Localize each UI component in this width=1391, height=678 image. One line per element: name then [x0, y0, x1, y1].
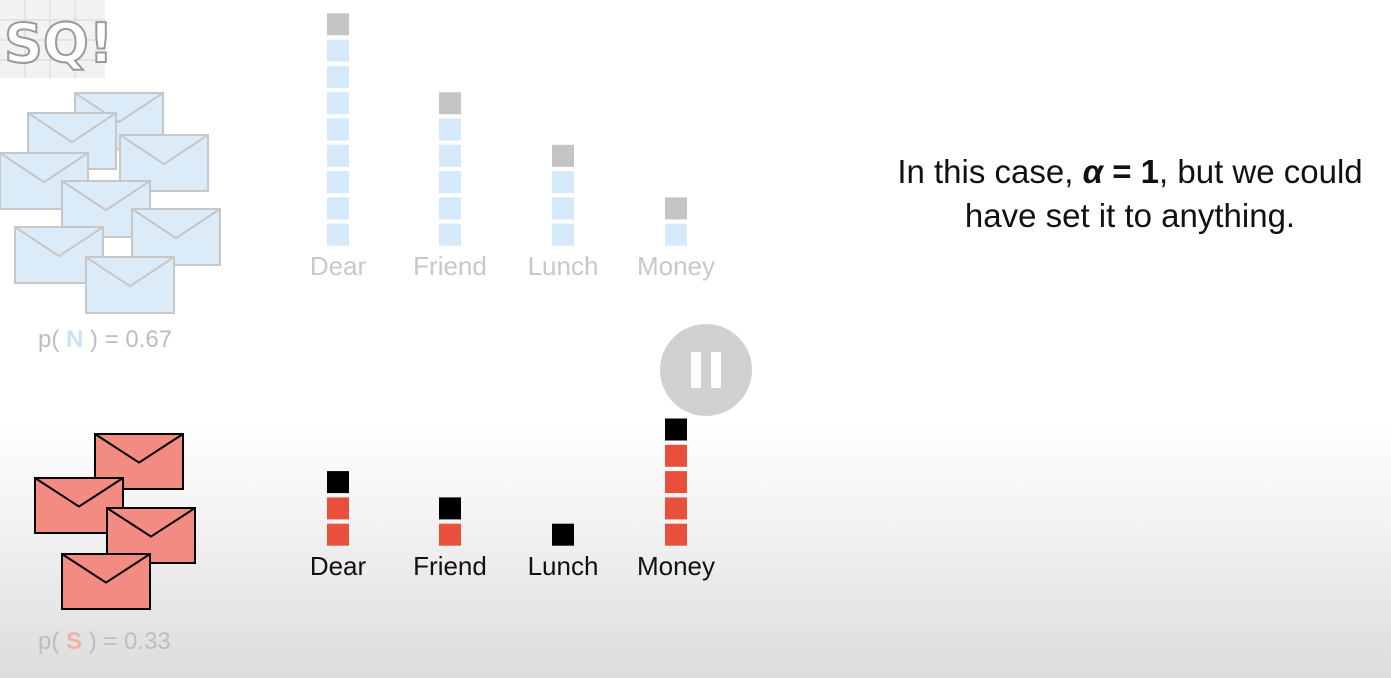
- prior-spam-class: S: [66, 628, 83, 655]
- prior-spam-prefix: p(: [38, 628, 60, 655]
- caption-part3: , but we could have set it to anything.: [964, 153, 1363, 234]
- normal-messages-pile: [0, 92, 221, 314]
- normal-dear-count-box: [327, 197, 349, 220]
- spam-dear-pseudocount-box: [327, 471, 349, 494]
- prior-normal-value: ) = 0.67: [90, 326, 173, 353]
- spam-envelope-icon: [61, 553, 151, 610]
- normal-lunch-count-box: [552, 197, 574, 220]
- normal-dear-count-box: [327, 144, 349, 167]
- caption-text: In this case, α = 1, but we could have s…: [890, 150, 1370, 238]
- normal-friend-count-box: [439, 118, 461, 141]
- spam-money-count-box: [665, 523, 687, 546]
- spam-friend-count-box: [439, 523, 461, 546]
- normal-dear-count-box: [327, 65, 349, 88]
- spam-money-count-box: [665, 497, 687, 520]
- normal-dear-count-box: [327, 171, 349, 194]
- prior-normal-class: N: [66, 326, 84, 353]
- normal-word-label-money: Money: [636, 251, 716, 281]
- normal-friend-count-box: [439, 197, 461, 220]
- caption-part1: In this case,: [897, 153, 1083, 190]
- spam-word-histogram: [327, 418, 687, 546]
- normal-dear-count-box: [327, 223, 349, 246]
- normal-word-label-friend: Friend: [413, 251, 487, 281]
- caption-alpha: α: [1082, 153, 1104, 190]
- spam-money-pseudocount-box: [665, 418, 687, 441]
- spam-lunch-pseudocount-box: [552, 523, 574, 546]
- normal-lunch-count-box: [552, 223, 574, 246]
- normal-word-label-dear: Dear: [309, 251, 367, 281]
- spam-dear-count-box: [327, 497, 349, 520]
- prior-spam: p( S ) = 0.33: [38, 628, 171, 656]
- normal-envelope-icon: [131, 208, 221, 266]
- spam-money-count-box: [665, 444, 687, 467]
- normal-dear-count-box: [327, 39, 349, 62]
- normal-envelope-icon: [85, 256, 175, 314]
- normal-money-pseudocount-box: [665, 197, 687, 220]
- prior-normal: p( N ) = 0.67: [38, 326, 172, 354]
- normal-friend-pseudocount-box: [439, 92, 461, 115]
- pause-button[interactable]: [660, 324, 752, 416]
- spam-word-label-money: Money: [636, 551, 716, 581]
- svg-text:SQ!: SQ!: [4, 12, 110, 75]
- normal-word-label-lunch: Lunch: [527, 251, 599, 281]
- normal-dear-pseudocount-box: [327, 13, 349, 36]
- normal-friend-count-box: [439, 171, 461, 194]
- caption-one: 1: [1140, 153, 1160, 190]
- spam-messages-pile: [34, 433, 196, 610]
- prior-spam-value: ) = 0.33: [88, 628, 171, 655]
- spam-word-label-friend: Friend: [413, 551, 487, 581]
- normal-friend-count-box: [439, 223, 461, 246]
- normal-dear-count-box: [327, 118, 349, 141]
- prior-normal-prefix: p(: [38, 326, 60, 353]
- normal-money-count-box: [665, 223, 687, 246]
- caption-equals: =: [1103, 153, 1141, 190]
- statquest-logo-icon: SQ!: [0, 0, 110, 78]
- spam-money-count-box: [665, 471, 687, 494]
- spam-word-label-dear: Dear: [309, 551, 367, 581]
- normal-lunch-pseudocount-box: [552, 144, 574, 167]
- spam-word-label-lunch: Lunch: [527, 551, 599, 581]
- normal-word-histogram: [327, 13, 687, 246]
- normal-friend-count-box: [439, 144, 461, 167]
- spam-friend-pseudocount-box: [439, 497, 461, 520]
- normal-lunch-count-box: [552, 171, 574, 194]
- normal-dear-count-box: [327, 92, 349, 115]
- spam-dear-count-box: [327, 523, 349, 546]
